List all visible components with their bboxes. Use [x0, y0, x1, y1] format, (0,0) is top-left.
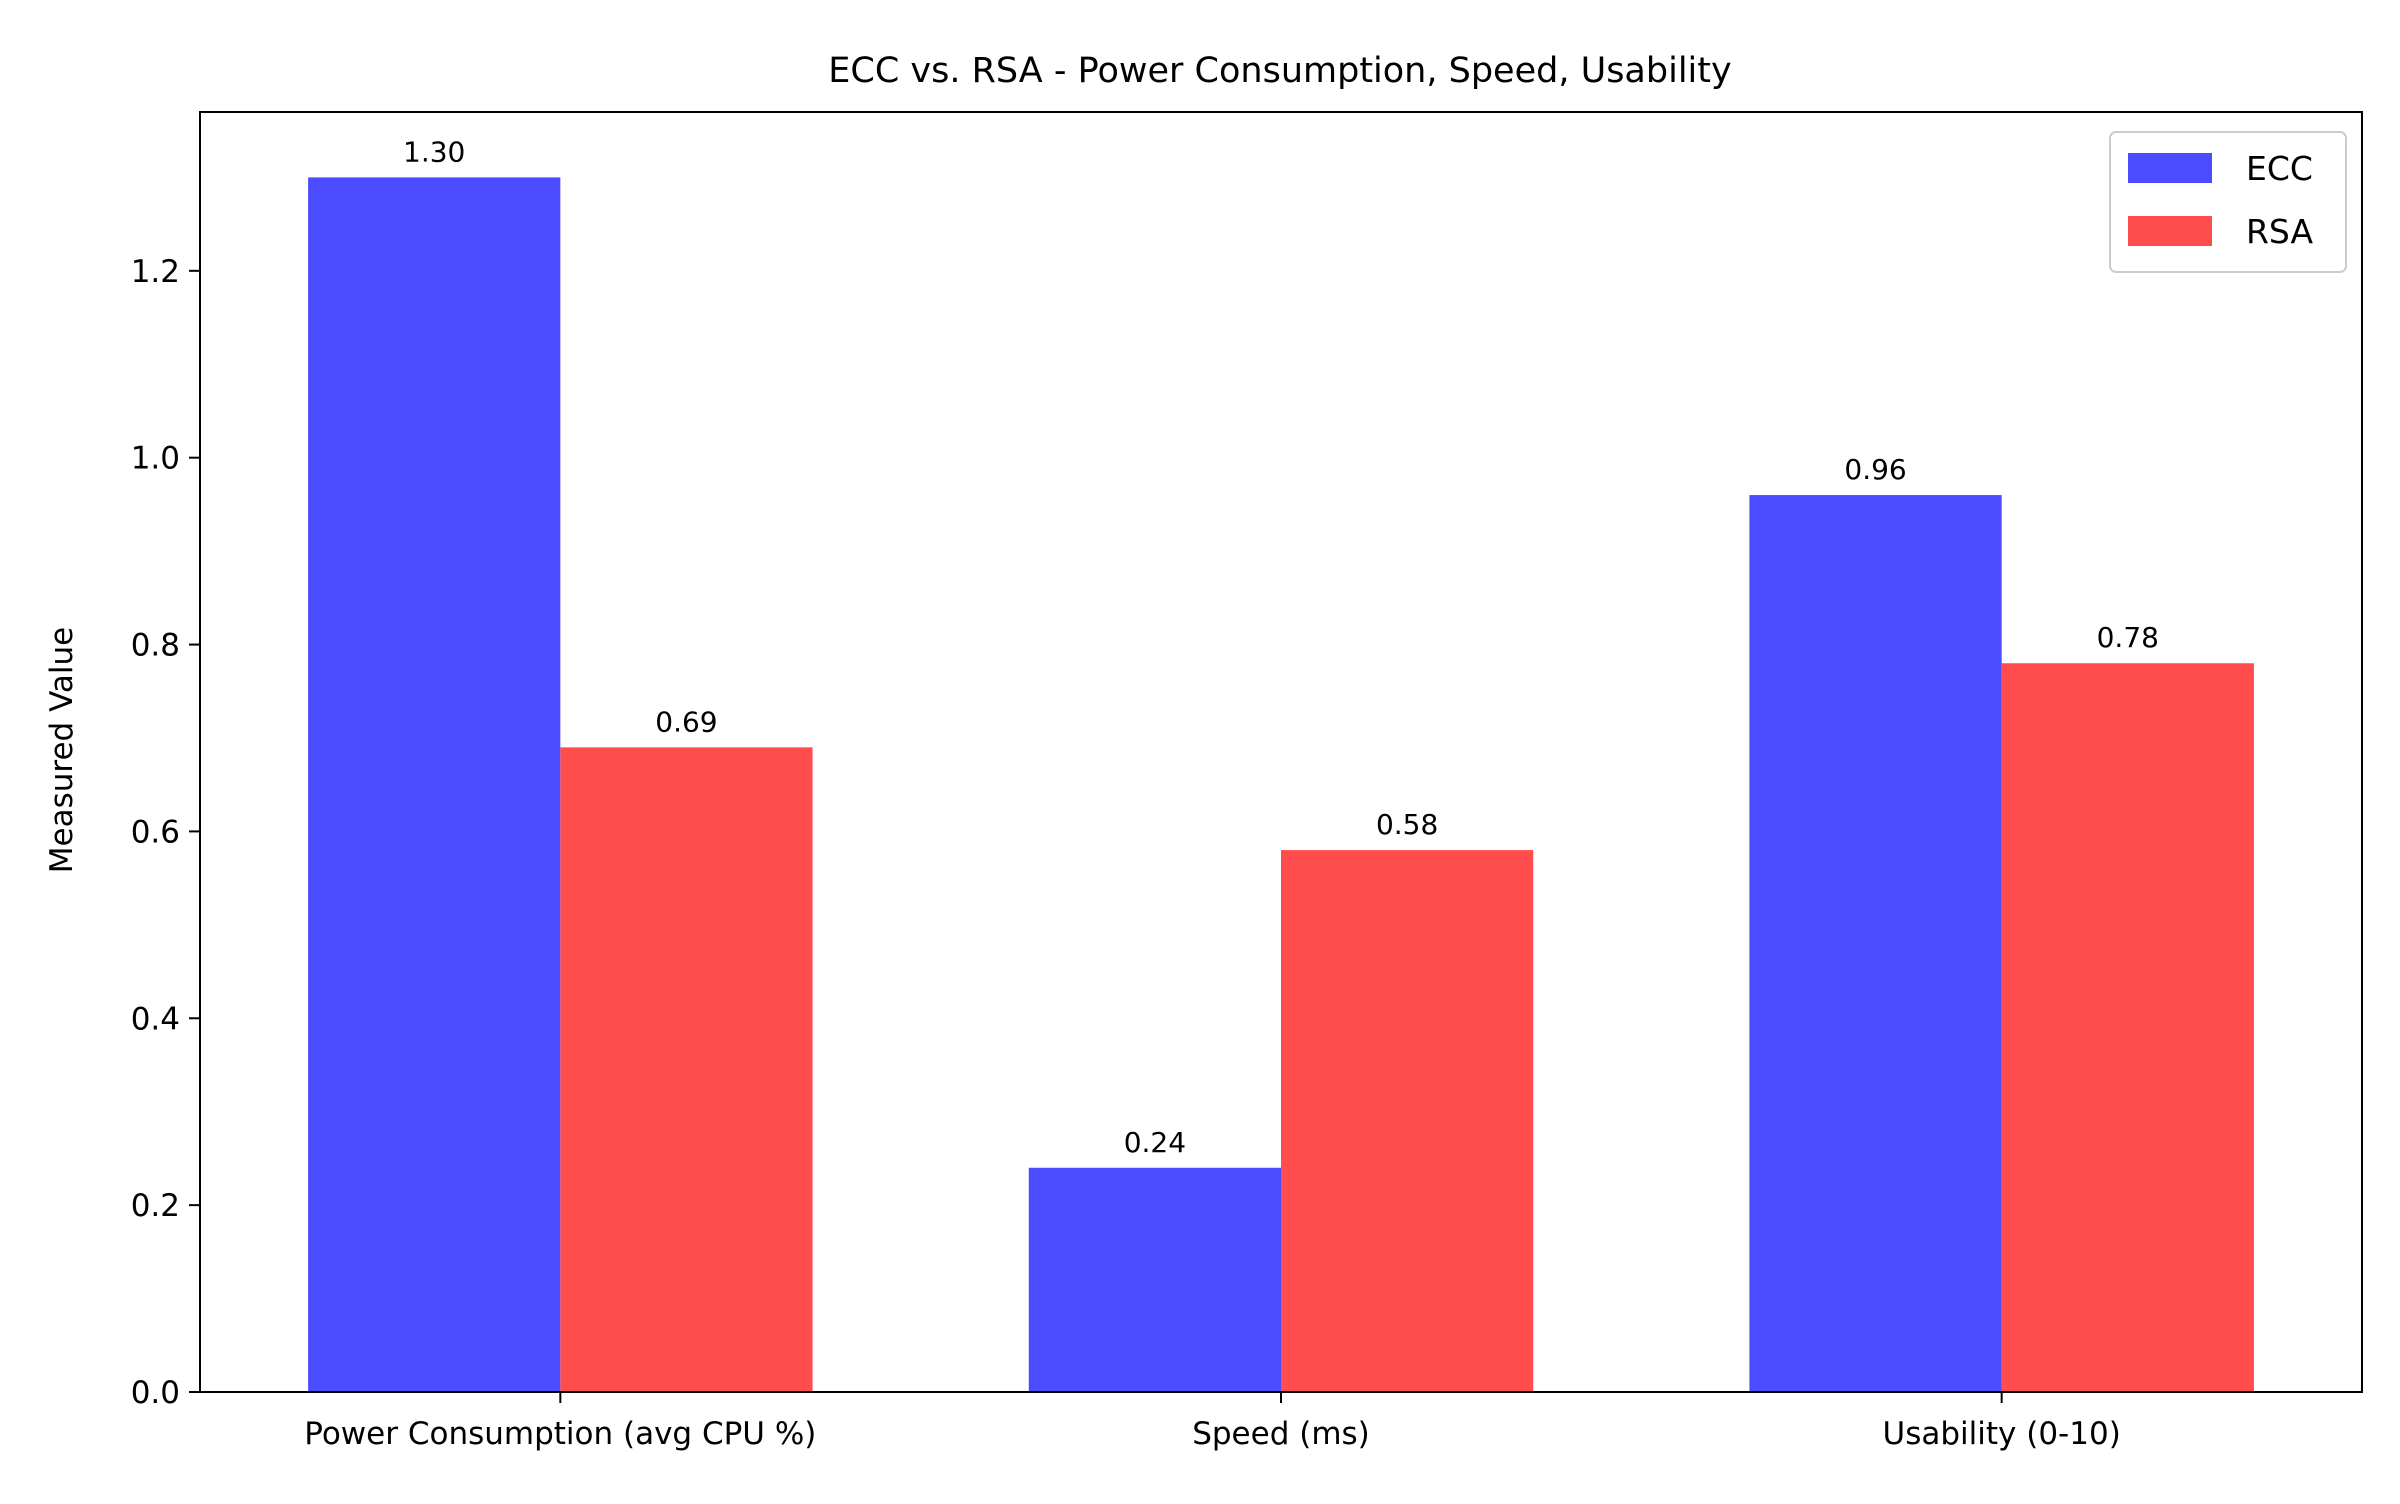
data-labels: 1.30 0.24 0.96 0.69 0.58 0.78	[403, 135, 2159, 1158]
y-tick-label: 0.6	[131, 814, 180, 850]
y-tick-label: 1.2	[131, 254, 180, 290]
legend-label-ecc: ECC	[2246, 149, 2313, 188]
data-label-ecc-1: 0.24	[1124, 1126, 1186, 1159]
legend-swatch-ecc	[2128, 153, 2212, 183]
chart-title: ECC vs. RSA - Power Consumption, Speed, …	[828, 51, 1731, 91]
data-label-ecc-0: 1.30	[403, 135, 465, 168]
data-label-rsa-2: 0.78	[2097, 621, 2159, 654]
legend-swatch-rsa	[2128, 216, 2212, 246]
x-tick-label: Power Consumption (avg CPU %)	[304, 1416, 816, 1452]
y-tick-label: 0.4	[131, 1001, 180, 1037]
y-axis-label: Measured Value	[44, 627, 80, 873]
y-tick-label: 0.0	[131, 1375, 180, 1411]
bar-ecc-2	[1749, 495, 2002, 1393]
plot-area	[199, 111, 2363, 1393]
data-label-rsa-1: 0.58	[1376, 808, 1438, 841]
y-tick-label: 0.8	[131, 628, 180, 664]
data-label-rsa-0: 0.69	[655, 705, 717, 738]
bar-ecc-0	[308, 177, 561, 1392]
legend: ECC RSA	[2109, 131, 2347, 273]
y-tick-label: 1.0	[131, 441, 180, 477]
legend-label-rsa: RSA	[2246, 212, 2313, 251]
axis-ticks: 0.0 0.2 0.4 0.6 0.8 1.0 1.2 Power Consumption (…	[131, 254, 2121, 1452]
bar-ecc-1	[1028, 1167, 1281, 1392]
x-tick-label: Speed (ms)	[1192, 1416, 1370, 1452]
y-tick-label: 0.2	[131, 1188, 180, 1224]
data-label-ecc-2: 0.96	[1844, 453, 1906, 486]
x-tick-label: Usability (0-10)	[1883, 1416, 2121, 1452]
bar-rsa-1	[1281, 850, 1534, 1392]
bar-rsa-2	[2001, 663, 2254, 1392]
bar-rsa-0	[560, 747, 813, 1392]
